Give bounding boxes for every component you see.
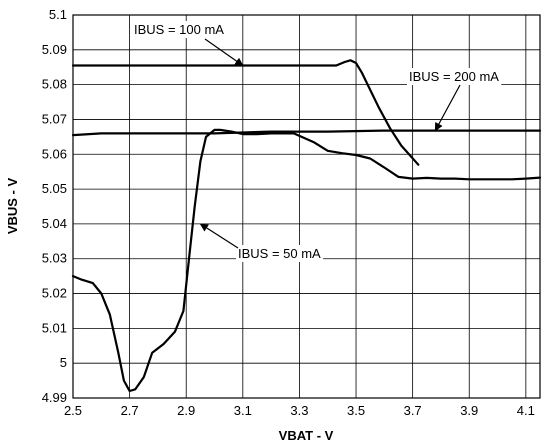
x-tick-label: 2.5 bbox=[64, 403, 82, 418]
annotation-background bbox=[132, 21, 227, 38]
y-tick-label: 5.06 bbox=[42, 146, 67, 161]
x-tick-label: 3.3 bbox=[290, 403, 308, 418]
annotation-label: IBUS = 50 mA bbox=[238, 246, 321, 261]
y-tick-label: 5.08 bbox=[42, 77, 67, 92]
y-tick-label: 5.04 bbox=[42, 216, 67, 231]
x-tick-label: 4.1 bbox=[517, 403, 535, 418]
y-tick-label: 5.09 bbox=[42, 42, 67, 57]
x-tick-label: 3.1 bbox=[234, 403, 252, 418]
annotation-background bbox=[407, 68, 502, 85]
tick-labels: 2.5 2.7 2.9 3.1 3.3 3.5 3.7 3.9 4.1 4.99 5 5.01 5.02… bbox=[42, 7, 535, 418]
y-tick-label: 4.99 bbox=[42, 390, 67, 405]
y-axis-title: VBUS - V bbox=[5, 178, 20, 235]
x-tick-label: 3.7 bbox=[404, 403, 422, 418]
y-tick-label: 5 bbox=[60, 355, 67, 370]
y-tick-label: 5.05 bbox=[42, 181, 67, 196]
y-tick-label: 5.03 bbox=[42, 251, 67, 266]
series-line-3 bbox=[71, 128, 542, 393]
plot-area-frame bbox=[72, 14, 541, 399]
y-tick-label: 5.1 bbox=[49, 7, 67, 22]
x-axis-title: VBAT - V bbox=[279, 428, 334, 443]
annotations: IBUS = 100 mA IBUS = 200 mA IBUS = 50 mA bbox=[132, 21, 502, 262]
y-tick-label: 5.02 bbox=[42, 286, 67, 301]
y-tick-label: 5.01 bbox=[42, 320, 67, 335]
y-tick-label: 5.07 bbox=[42, 111, 67, 126]
x-tick-label: 2.9 bbox=[177, 403, 195, 418]
x-tick-label: 3.9 bbox=[460, 403, 478, 418]
series-lines bbox=[71, 59, 542, 393]
annotation-background bbox=[236, 245, 324, 262]
annotation-arrow bbox=[434, 84, 461, 132]
series-line-2 bbox=[71, 129, 542, 137]
series-line-1 bbox=[71, 59, 420, 166]
annotation-arrow bbox=[204, 38, 244, 66]
x-tick-label: 2.7 bbox=[121, 403, 139, 418]
annotation-label: IBUS = 100 mA bbox=[134, 22, 224, 37]
annotation-label: IBUS = 200 mA bbox=[409, 69, 499, 84]
x-tick-label: 3.5 bbox=[347, 403, 365, 418]
annotation-arrow bbox=[199, 223, 239, 249]
